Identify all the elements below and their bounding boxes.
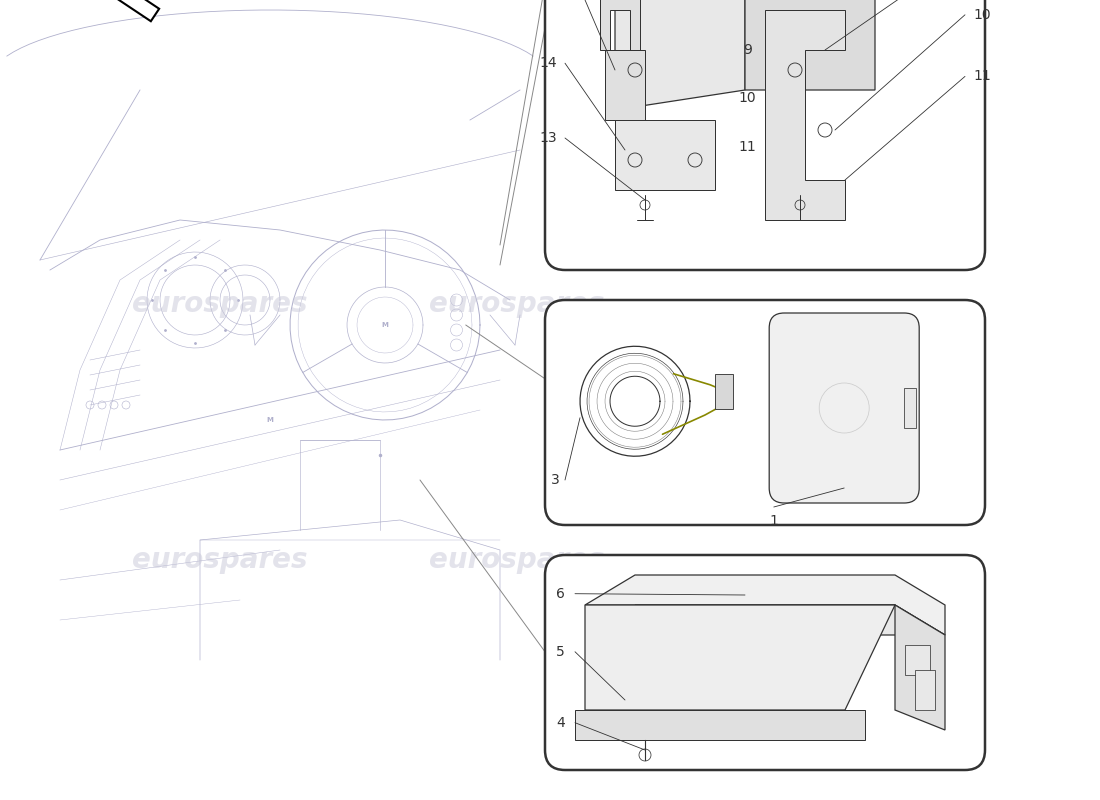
Polygon shape [600, 0, 640, 50]
Polygon shape [745, 0, 874, 90]
Text: 10: 10 [974, 8, 991, 22]
Text: 6: 6 [557, 586, 565, 601]
Text: 13: 13 [539, 131, 557, 145]
Polygon shape [575, 710, 865, 740]
Text: M: M [382, 322, 388, 328]
Text: 4: 4 [557, 716, 565, 730]
Bar [905, 645, 930, 675]
Polygon shape [605, 50, 645, 120]
Text: 11: 11 [738, 140, 757, 154]
FancyBboxPatch shape [544, 300, 984, 525]
Bar [904, 388, 916, 428]
Polygon shape [635, 605, 945, 635]
Polygon shape [615, 0, 745, 110]
Text: eurospares: eurospares [132, 290, 308, 318]
FancyBboxPatch shape [544, 0, 984, 270]
FancyBboxPatch shape [769, 313, 920, 503]
Text: 3: 3 [551, 473, 560, 487]
Text: 1: 1 [769, 514, 778, 528]
Text: eurospares: eurospares [132, 546, 308, 574]
FancyBboxPatch shape [544, 555, 984, 770]
Text: 11: 11 [974, 70, 991, 83]
Polygon shape [615, 120, 715, 190]
Polygon shape [585, 605, 895, 710]
Polygon shape [895, 605, 945, 730]
Polygon shape [764, 10, 845, 220]
Polygon shape [585, 575, 945, 635]
Bar [715, 374, 733, 410]
FancyArrow shape [65, 0, 160, 22]
Text: eurospares: eurospares [429, 546, 605, 574]
Text: M: M [266, 417, 274, 423]
Text: eurospares: eurospares [429, 290, 605, 318]
Text: 5: 5 [557, 645, 565, 658]
Bar [915, 670, 935, 710]
Text: 10: 10 [738, 91, 756, 106]
Text: 9: 9 [742, 43, 751, 57]
Text: 14: 14 [539, 56, 557, 70]
